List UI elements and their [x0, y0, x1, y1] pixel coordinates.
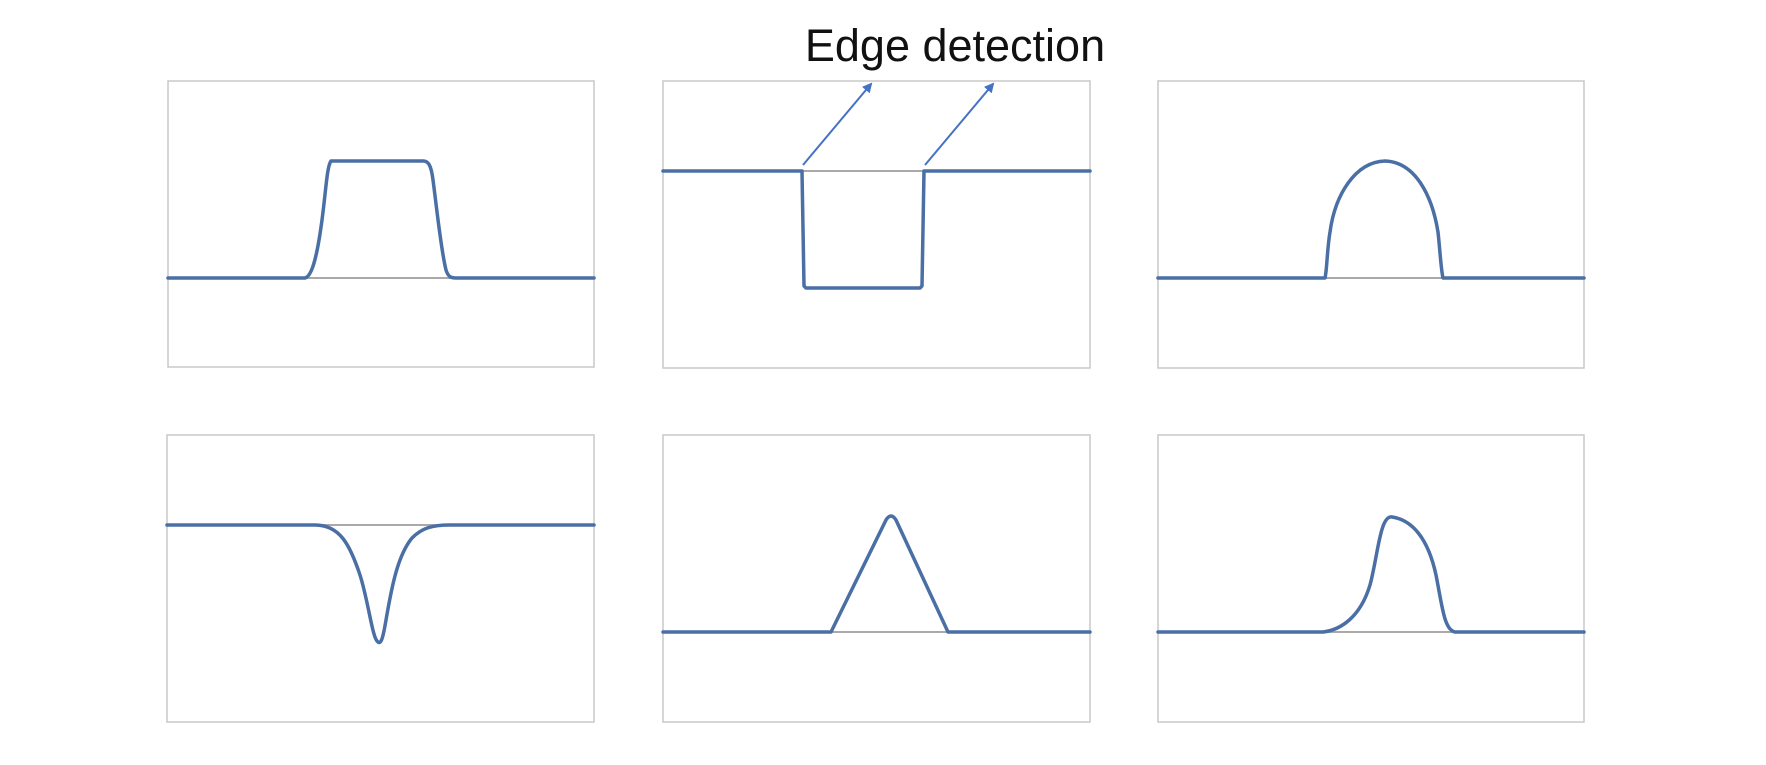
panel-skewed-pulse — [1156, 434, 1586, 723]
panel-frame — [166, 434, 595, 723]
page-title: Edge detection — [804, 20, 1106, 71]
right-edge-arrow — [924, 82, 995, 166]
signal-curve — [166, 159, 596, 280]
panel-rectangular-pulse — [166, 80, 596, 368]
signal-curve — [1156, 159, 1586, 280]
signal-curve — [661, 514, 1092, 634]
panel-frame — [1157, 80, 1585, 369]
panel-frame — [662, 80, 1091, 369]
panel-frame — [662, 434, 1091, 723]
signal-curve — [1156, 515, 1586, 634]
panel-triangular-pulse — [661, 434, 1092, 723]
signal-curve — [165, 523, 596, 645]
panel-inverted-pulse — [661, 80, 1092, 369]
left-edge-arrow — [802, 82, 873, 166]
signal-curve — [661, 169, 1092, 290]
panel-gaussian-dip — [165, 434, 596, 723]
panel-frame — [167, 80, 595, 368]
panel-half-ellipse-pulse — [1156, 80, 1586, 369]
